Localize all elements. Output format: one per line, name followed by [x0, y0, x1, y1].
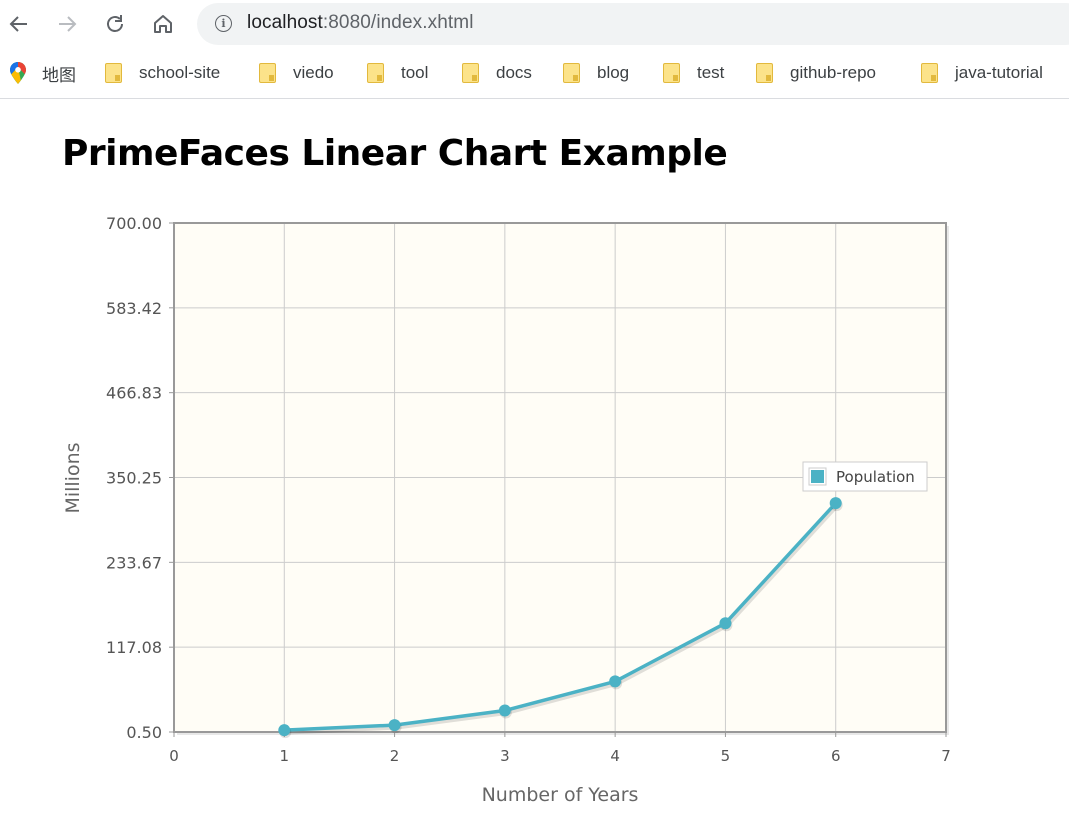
- bookmark-label: viedo: [293, 63, 334, 82]
- url-host: localhost: [247, 12, 323, 33]
- bookmark-label: github-repo: [790, 63, 877, 82]
- x-tick-label: 5: [721, 747, 731, 765]
- x-tick-label: 0: [169, 747, 179, 765]
- folder-icon: [921, 63, 938, 83]
- bookmark-github-repo[interactable]: github-repo: [756, 60, 876, 86]
- bookmark-label: java-tutorial: [955, 63, 1043, 82]
- x-tick-label: 6: [831, 747, 841, 765]
- y-axis-title: Millions: [62, 442, 84, 513]
- page-title: PrimeFaces Linear Chart Example: [62, 133, 728, 174]
- data-point: [609, 675, 622, 688]
- home-icon: [154, 15, 172, 33]
- data-point: [278, 724, 291, 737]
- home-button[interactable]: [145, 6, 181, 42]
- url-path: :8080/index.xhtml: [322, 12, 474, 33]
- address-bar[interactable]: i localhost:8080/index.xhtml: [197, 3, 1069, 45]
- y-tick-label: 466.83: [106, 384, 162, 403]
- arrow-right-icon: [59, 16, 77, 32]
- x-tick-label: 4: [610, 747, 620, 765]
- legend-label: Population: [836, 468, 915, 486]
- folder-icon: [259, 63, 276, 83]
- info-icon[interactable]: i: [215, 15, 232, 32]
- y-tick-label: 583.42: [106, 299, 162, 318]
- bookmark-label: 地图: [42, 65, 76, 85]
- data-point: [829, 497, 842, 510]
- folder-icon: [563, 63, 580, 83]
- series-line-shadow: [285, 504, 839, 735]
- x-tick-label: 1: [280, 747, 290, 765]
- folder-icon: [462, 63, 479, 83]
- x-tick-label: 2: [390, 747, 400, 765]
- bookmark-docs[interactable]: docs: [462, 60, 532, 86]
- data-point: [498, 704, 511, 717]
- reload-icon: [107, 15, 123, 32]
- folder-icon: [756, 63, 773, 83]
- folder-icon: [105, 63, 122, 83]
- bookmark-label: docs: [496, 63, 532, 82]
- back-button[interactable]: [1, 6, 37, 42]
- bookmark-maps[interactable]: 地图: [10, 60, 76, 86]
- arrow-left-icon: [9, 16, 27, 32]
- url-text[interactable]: localhost:8080/index.xhtml: [247, 12, 474, 34]
- bookmark-label: blog: [597, 63, 630, 82]
- bookmark-school-site[interactable]: school-site: [105, 60, 220, 86]
- bookmarks-bar: 地图 school-site viedo tool docs blog test…: [0, 50, 1069, 99]
- y-tick-label: 700.00: [106, 214, 162, 233]
- folder-icon: [367, 63, 384, 83]
- x-axis-title: Number of Years: [482, 784, 639, 806]
- x-tick-label: 3: [500, 747, 510, 765]
- y-tick-label: 350.25: [106, 469, 162, 488]
- y-tick-label: 0.50: [126, 723, 162, 742]
- bookmark-label: test: [697, 63, 725, 82]
- bookmark-tool[interactable]: tool: [367, 60, 428, 86]
- series-line: [284, 501, 838, 732]
- forward-button[interactable]: [49, 6, 85, 42]
- data-point: [388, 719, 401, 732]
- bookmark-java-tutorial[interactable]: java-tutorial: [921, 60, 1043, 86]
- y-tick-label: 117.08: [106, 638, 162, 657]
- folder-icon: [663, 63, 680, 83]
- bookmark-test[interactable]: test: [663, 60, 724, 86]
- legend-swatch: [811, 470, 824, 483]
- maps-icon: [10, 62, 26, 84]
- bookmark-label: school-site: [139, 63, 221, 82]
- bookmark-label: tool: [401, 63, 429, 82]
- bookmark-blog[interactable]: blog: [563, 60, 629, 86]
- y-tick-label: 233.67: [106, 553, 162, 572]
- x-tick-label: 7: [941, 747, 951, 765]
- data-point: [719, 617, 732, 630]
- bookmark-viedo[interactable]: viedo: [259, 60, 334, 86]
- reload-button[interactable]: [97, 6, 133, 42]
- browser-toolbar: i localhost:8080/index.xhtml: [0, 0, 1069, 50]
